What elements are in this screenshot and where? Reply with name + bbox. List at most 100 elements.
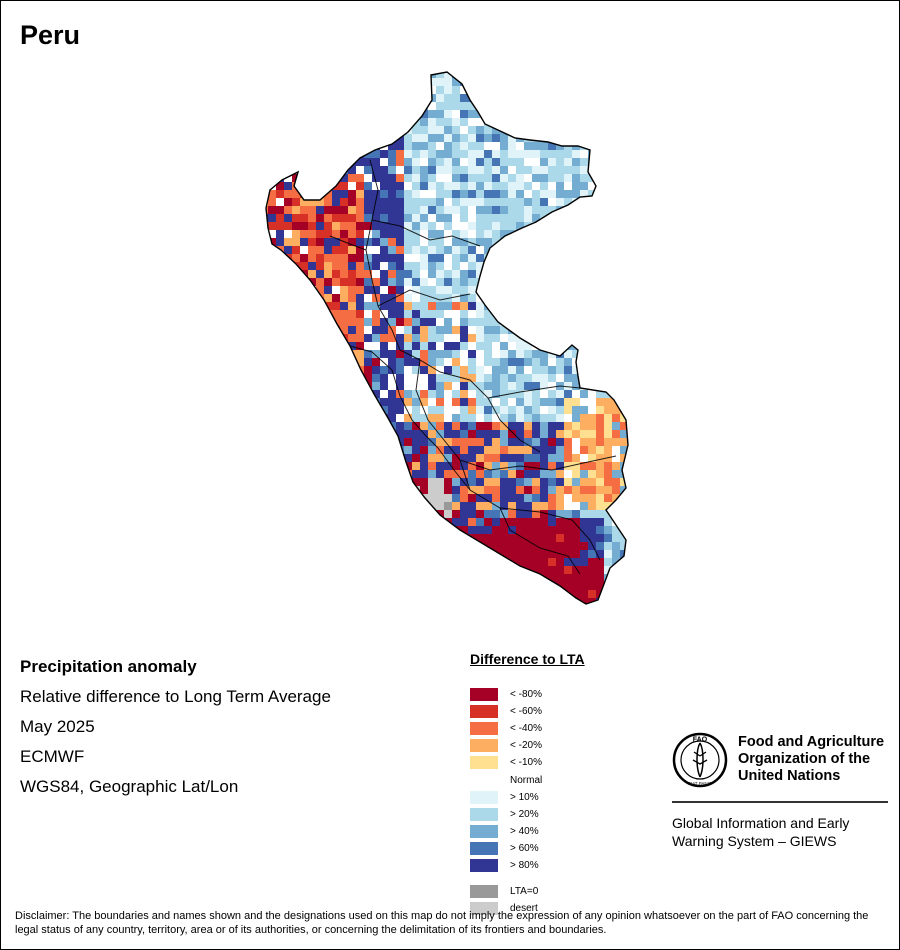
anomaly-cell (284, 502, 292, 510)
anomaly-cell (572, 558, 580, 566)
anomaly-cell (332, 446, 340, 454)
anomaly-cell (300, 374, 308, 382)
anomaly-cell (484, 238, 492, 246)
anomaly-cell (356, 326, 364, 334)
anomaly-cell (340, 462, 348, 470)
anomaly-cell (588, 470, 596, 478)
anomaly-cell (588, 72, 596, 78)
anomaly-cell (548, 206, 556, 214)
anomaly-cell (356, 350, 364, 358)
anomaly-cell (572, 574, 580, 582)
anomaly-cell (292, 510, 300, 518)
anomaly-cell (588, 390, 596, 398)
anomaly-cell (300, 366, 308, 374)
anomaly-cell (596, 190, 604, 198)
anomaly-cell (266, 550, 268, 558)
anomaly-cell (524, 198, 532, 206)
anomaly-cell (404, 406, 412, 414)
anomaly-cell (380, 278, 388, 286)
anomaly-cell (332, 542, 340, 550)
anomaly-cell (468, 72, 476, 78)
anomaly-cell (436, 502, 444, 510)
anomaly-cell (556, 262, 564, 270)
anomaly-cell (388, 286, 396, 294)
anomaly-cell (292, 390, 300, 398)
anomaly-cell (596, 126, 604, 134)
legend-label: Normal (510, 775, 543, 786)
anomaly-cell (340, 558, 348, 566)
anomaly-cell (380, 606, 388, 614)
anomaly-cell (300, 446, 308, 454)
anomaly-cell (356, 598, 364, 604)
anomaly-cell (372, 446, 380, 454)
anomaly-cell (460, 150, 468, 158)
anomaly-cell (292, 78, 300, 86)
anomaly-cell (324, 334, 332, 342)
anomaly-cell (436, 470, 444, 478)
anomaly-cell (596, 574, 604, 582)
anomaly-cell (396, 110, 404, 118)
anomaly-cell (588, 334, 596, 342)
anomaly-cell (564, 550, 572, 558)
anomaly-cell (532, 606, 540, 614)
anomaly-cell (388, 72, 396, 78)
anomaly-cell (508, 486, 516, 494)
anomaly-cell (364, 214, 372, 222)
anomaly-cell (276, 278, 284, 286)
anomaly-cell (460, 214, 468, 222)
anomaly-cell (420, 510, 428, 518)
anomaly-cell (612, 72, 620, 78)
anomaly-cell (308, 166, 316, 174)
anomaly-cell (396, 150, 404, 158)
anomaly-cell (516, 486, 524, 494)
anomaly-cell (532, 262, 540, 270)
anomaly-cell (348, 110, 356, 118)
anomaly-cell (532, 318, 540, 326)
anomaly-cell (356, 214, 364, 222)
anomaly-cell (572, 86, 580, 94)
anomaly-cell (484, 206, 492, 214)
anomaly-cell (612, 318, 620, 326)
anomaly-cell (460, 606, 468, 614)
anomaly-cell (484, 566, 492, 574)
anomaly-cell (508, 534, 516, 542)
anomaly-cell (572, 542, 580, 550)
anomaly-cell (596, 422, 604, 430)
anomaly-cell (268, 198, 276, 206)
anomaly-cell (500, 246, 508, 254)
anomaly-cell (396, 590, 404, 598)
anomaly-cell (300, 454, 308, 462)
anomaly-cell (316, 590, 324, 598)
anomaly-cell (292, 518, 300, 526)
anomaly-cell (380, 134, 388, 142)
anomaly-cell (452, 510, 460, 518)
anomaly-cell (492, 86, 500, 94)
anomaly-cell (524, 326, 532, 334)
anomaly-cell (476, 142, 484, 150)
anomaly-cell (476, 590, 484, 598)
anomaly-cell (396, 366, 404, 374)
anomaly-cell (604, 254, 612, 262)
anomaly-cell (348, 590, 356, 598)
anomaly-cell (612, 598, 620, 604)
anomaly-cell (540, 470, 548, 478)
anomaly-cell (266, 462, 268, 470)
anomaly-cell (268, 486, 276, 494)
anomaly-cell (316, 470, 324, 478)
anomaly-cell (380, 454, 388, 462)
anomaly-cell (588, 502, 596, 510)
legend-label: > 20% (510, 809, 539, 820)
anomaly-cell (396, 294, 404, 302)
anomaly-cell (460, 190, 468, 198)
anomaly-cell (484, 374, 492, 382)
anomaly-cell (612, 574, 620, 582)
anomaly-cell (276, 302, 284, 310)
anomaly-cell (492, 230, 500, 238)
anomaly-cell (484, 166, 492, 174)
anomaly-cell (436, 72, 444, 78)
anomaly-cell (372, 78, 380, 86)
anomaly-cell (356, 470, 364, 478)
anomaly-cell (292, 574, 300, 582)
anomaly-cell (324, 318, 332, 326)
anomaly-cell (276, 318, 284, 326)
